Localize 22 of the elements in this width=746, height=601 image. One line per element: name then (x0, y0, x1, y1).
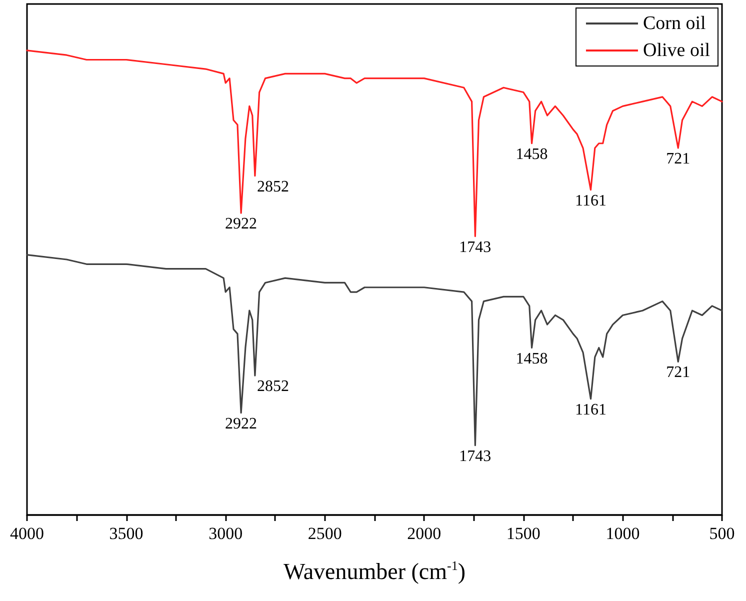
x-tick-label: 1500 (506, 524, 540, 543)
x-tick-label: 3500 (109, 524, 144, 543)
annotation: 721 (666, 364, 690, 382)
annotation: 1743 (459, 238, 492, 256)
x-tick-label: 1000 (606, 524, 640, 543)
x-tick-label: 2500 (308, 524, 342, 543)
annotation: 2852 (256, 378, 289, 396)
annotation: 2922 (225, 216, 258, 233)
legend-label: Olive oil (642, 40, 710, 61)
annotation: 1458 (516, 146, 548, 163)
annotation: 1161 (575, 401, 606, 418)
x-tick-label: 2000 (407, 524, 442, 543)
annotation: 721 (666, 150, 690, 168)
x-tick-label: 500 (709, 524, 735, 543)
annotation: 2922 (225, 415, 258, 432)
annotation: 2852 (256, 178, 289, 196)
legend-label: Corn oil (642, 13, 706, 34)
annotation: 1743 (459, 448, 492, 465)
x-tick-label: 4000 (10, 524, 44, 543)
annotation: 1161 (575, 192, 606, 210)
x-tick-label: 3000 (208, 524, 243, 543)
annotation: 1458 (516, 350, 548, 368)
